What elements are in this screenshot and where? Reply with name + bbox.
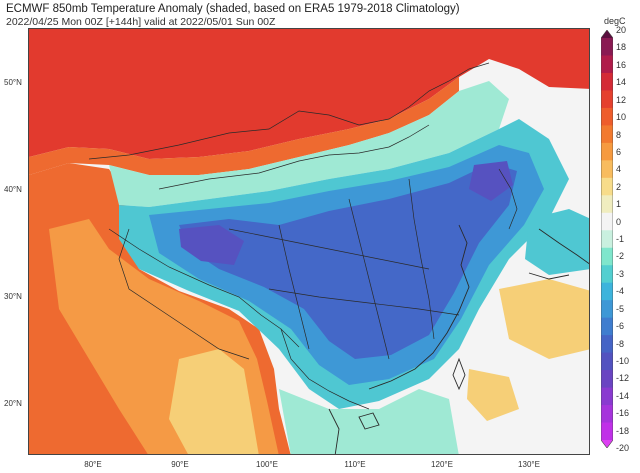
colorbar-segment [601,72,613,91]
colorbar-segment [601,38,613,56]
colorbar-segment [601,107,613,126]
colorbar-tick-label: 8 [616,129,622,140]
colorbar-segment [601,177,613,196]
warm-anomaly-north [29,29,589,159]
lat-label-30n: 30°N [4,292,22,301]
lon-label-110e: 110°E [344,460,366,469]
neutral-southeast-asia [279,389,459,454]
lat-label-40n: 40°N [4,185,22,194]
coastline-indochina [328,408,340,454]
colorbar-tick-label: -1 [616,234,625,244]
title-block: ECMWF 850mb Temperature Anomaly (shaded,… [6,2,460,29]
coldest-anomaly-core [179,163,517,359]
anomaly-map [29,29,589,454]
colorbar-segment [601,55,613,74]
colorbar-segment [601,387,613,406]
colorbar-tick-label: 20 [616,25,627,35]
colorbar-segment [601,352,613,371]
map-title: ECMWF 850mb Temperature Anomaly (shaded,… [6,3,460,15]
colorbar-tick-label: 4 [616,164,622,175]
colorbar-tick-label: 1 [616,199,622,210]
colorbar-segment [601,370,613,389]
colorbar-tick-label: 18 [616,42,627,53]
colorbar-segment [601,125,613,144]
colorbar-tick-label: -3 [616,268,625,279]
lat-label-20n: 20°N [4,399,22,408]
slight-warm-pacific [499,279,589,359]
border-china-north [88,62,490,160]
colorbar-tick-label: 6 [616,146,622,157]
slight-warm-india [169,349,259,454]
warm-anomaly-north-edge [29,77,459,175]
coastlines [328,224,589,454]
country-borders [88,62,518,410]
province-line-3 [408,178,435,340]
colorbar-segment [601,230,613,249]
province-line-4 [228,228,430,270]
colorbar-tick-label: -20 [616,443,630,453]
colorbar-tick-label: -4 [616,286,625,297]
border-korea [498,168,518,230]
colorbar-tick-label: -14 [616,390,630,401]
colorbar-tick-label: -10 [616,355,630,366]
neutral-belt-mongolia [109,81,509,207]
coastline-japan-south [528,272,570,280]
colorbar-segment [601,142,613,161]
border-india [118,228,250,360]
border-tibet-south [108,228,300,348]
colorbar-tick-label: -8 [616,338,625,349]
colorbar-segment [601,265,613,284]
colorbar-segment [601,405,613,424]
colorbar-segment [601,160,613,179]
colorbar-segment [601,247,613,266]
coastline-hainan [358,412,380,430]
lat-label-50n: 50°N [4,78,22,87]
colorbar-segment [601,422,613,441]
colorbar-tick-label: 10 [616,112,627,123]
colorbar-tick-label: 0 [616,216,622,227]
coastline-japan [538,228,589,265]
colorbar-tick-label: 2 [616,181,622,192]
map-panel [28,28,590,455]
colorbar-tick-label: -16 [616,408,630,419]
colorbar-segment [601,90,613,109]
province-line-2 [348,198,390,360]
colorbar-top-arrow [601,30,613,38]
province-line-1 [278,224,310,350]
extreme-cold-patch [179,225,244,265]
lon-label-90e: 90°E [171,460,189,469]
coastline-china [368,224,470,390]
colorbar-tick-label: 16 [616,59,627,70]
colorbar [601,30,613,448]
slight-warm-pacific-south [467,369,519,421]
colorbar-segment [601,195,613,214]
colorbar-tick-label: 12 [616,94,627,105]
map-subtitle: 2022/04/25 Mon 00Z [+144h] valid at 2022… [6,16,276,28]
colorbar-tick-label: 14 [616,77,627,88]
colorbar-segment [601,212,613,231]
colorbar-segment [601,282,613,301]
province-line-5 [268,288,460,316]
extreme-cold-patch-east [469,161,513,201]
border-southwest [280,328,370,410]
colorbar-unit: degC [604,16,626,26]
lon-label-100e: 100°E [256,460,278,469]
lon-label-80e: 80°E [84,460,102,469]
colorbar-tick-label: -12 [616,373,630,384]
colorbar-tick-label: -18 [616,425,630,436]
colorbar-segment [601,317,613,336]
lon-label-130e: 130°E [518,460,540,469]
border-mongolia-south [158,124,430,190]
colorbar-segment [601,300,613,319]
colorbar-tick-label: -6 [616,321,625,332]
lon-label-120e: 120°E [431,460,453,469]
colorbar-tick-label: -5 [616,303,625,314]
coastline-taiwan [452,357,466,391]
colorbar-bottom-arrow [601,440,613,448]
colorbar-tick-label: -2 [616,251,625,262]
colorbar-segment [601,335,613,354]
